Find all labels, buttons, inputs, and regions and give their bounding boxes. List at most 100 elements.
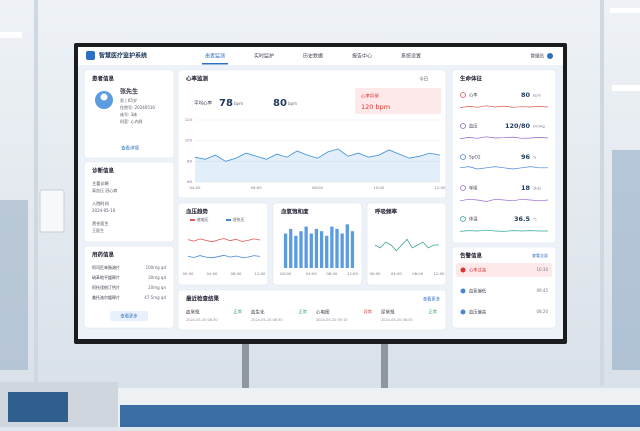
vital-unit: mmHg (533, 125, 545, 129)
nav-tab[interactable]: 报告中心 (352, 53, 372, 60)
link[interactable]: 查看全部 (532, 252, 548, 258)
card (83, 161, 175, 243)
med-dose: 47.5mg qd (144, 295, 166, 300)
sparkline (459, 105, 549, 108)
line (194, 148, 441, 162)
bar (350, 231, 355, 268)
sparkline (459, 198, 549, 202)
x-tick-label: 08:00 (326, 271, 338, 276)
link[interactable]: 查看更多 (423, 296, 441, 303)
nav-tab[interactable]: 系统设置 (401, 53, 421, 60)
bar (335, 228, 339, 268)
nav-tab[interactable]: 历史数据 (303, 53, 323, 60)
bar (283, 233, 288, 268)
y-tick-label: 120 (185, 117, 193, 122)
alert-time: 10:30 (536, 267, 548, 272)
med-name: 阿托伐他汀钙片 (92, 284, 120, 290)
bar (319, 231, 324, 268)
counter-band (120, 405, 640, 427)
ceiling-light (612, 85, 640, 91)
card-title: 告警信息 (460, 252, 483, 260)
bar (340, 233, 344, 268)
diagnosis-label: 主要诊断 (92, 180, 110, 187)
avg-value: 78 (219, 98, 233, 109)
vital-icon (460, 185, 466, 191)
alert-time: 09:45 (536, 288, 548, 293)
vital-unit: ℃ (533, 218, 537, 222)
exam-status: 正常 (234, 308, 242, 315)
x-tick-label: 08:00 (412, 271, 424, 276)
vital-name: SpO2 (469, 155, 481, 161)
vital-value: 36.5 (514, 215, 531, 223)
exam-status: 正常 (429, 308, 437, 315)
sparkline (459, 229, 548, 232)
alert-value: 120 bpm (361, 103, 390, 111)
bar (309, 233, 313, 268)
current-value: 80 (273, 98, 287, 109)
user-icon (547, 53, 553, 59)
sparkline (459, 136, 549, 139)
ceiling-light (0, 32, 22, 38)
x-tick-label: 12:00 (255, 271, 267, 276)
med-dose: 20mg qn (148, 285, 166, 290)
vital-name: 呼吸 (469, 185, 478, 192)
exam-status: 正常 (299, 308, 307, 315)
wall-device (39, 189, 65, 233)
bar (289, 228, 293, 268)
x-tick-label: 04:00 (190, 185, 202, 190)
button[interactable]: 查看详情 (121, 145, 139, 152)
vital-name: 心率 (469, 92, 478, 99)
x-tick-label: 12:00 (347, 271, 359, 276)
med-dose: 30mg qd (148, 275, 166, 280)
x-tick-label: 08:00 (231, 271, 243, 276)
side-room (0, 200, 28, 370)
button[interactable]: 查看更多 (120, 313, 138, 320)
line (187, 238, 261, 243)
alert-row-bg (456, 263, 552, 277)
vital-icon (460, 216, 466, 222)
med-name: 阿司匹林肠溶片 (92, 264, 120, 270)
range-select[interactable]: 今日 (419, 76, 428, 83)
diagnosis-label: 责任医生 (92, 220, 109, 227)
card-title: 呼吸频率 (375, 208, 398, 216)
window (612, 150, 640, 370)
vital-name: 血压 (469, 123, 478, 130)
vital-value: 120/80 (505, 122, 530, 130)
alert-icon (460, 309, 466, 315)
alert-text: 血氧偏低 (469, 288, 487, 295)
ceiling-light (610, 8, 640, 13)
legend-label: 收缩压 (197, 217, 209, 222)
card (366, 202, 447, 286)
card (83, 245, 175, 329)
diagnosis-value: 2024-05-10 (92, 208, 116, 213)
vital-value: 96 (521, 153, 531, 161)
avg-label: 平均心率 (194, 100, 212, 107)
logo (86, 51, 95, 60)
card (177, 202, 269, 286)
vital-icon (460, 154, 466, 160)
x-tick-label: 00:00 (370, 271, 382, 276)
vital-value: 80 (521, 91, 531, 99)
user-name[interactable]: 管理员 (531, 53, 545, 60)
vital-unit: % (533, 156, 537, 160)
line (187, 254, 261, 259)
exam-date: 2024-05-20 08:30 (186, 318, 218, 322)
exam-name: 血常规 (186, 309, 200, 316)
stand (381, 340, 388, 390)
alert-icon (460, 288, 466, 294)
card-title: 最近检查结果 (186, 295, 220, 303)
nav-tab[interactable]: 患者监测 (205, 53, 225, 60)
nav-tab[interactable]: 实时监护 (254, 53, 274, 60)
alert-icon (460, 267, 466, 273)
alert-box (355, 88, 441, 114)
exam-date: 2024-05-20 08:30 (251, 318, 283, 322)
x-tick-label: 04:00 (391, 271, 403, 276)
device-screen (8, 392, 68, 422)
y-tick-label: 80 (187, 158, 192, 163)
vital-icon (460, 92, 466, 98)
card-title: 诊断信息 (92, 167, 115, 175)
nav-underline (202, 63, 228, 65)
alert-label: 心率异常 (361, 93, 379, 100)
bar (330, 226, 334, 268)
